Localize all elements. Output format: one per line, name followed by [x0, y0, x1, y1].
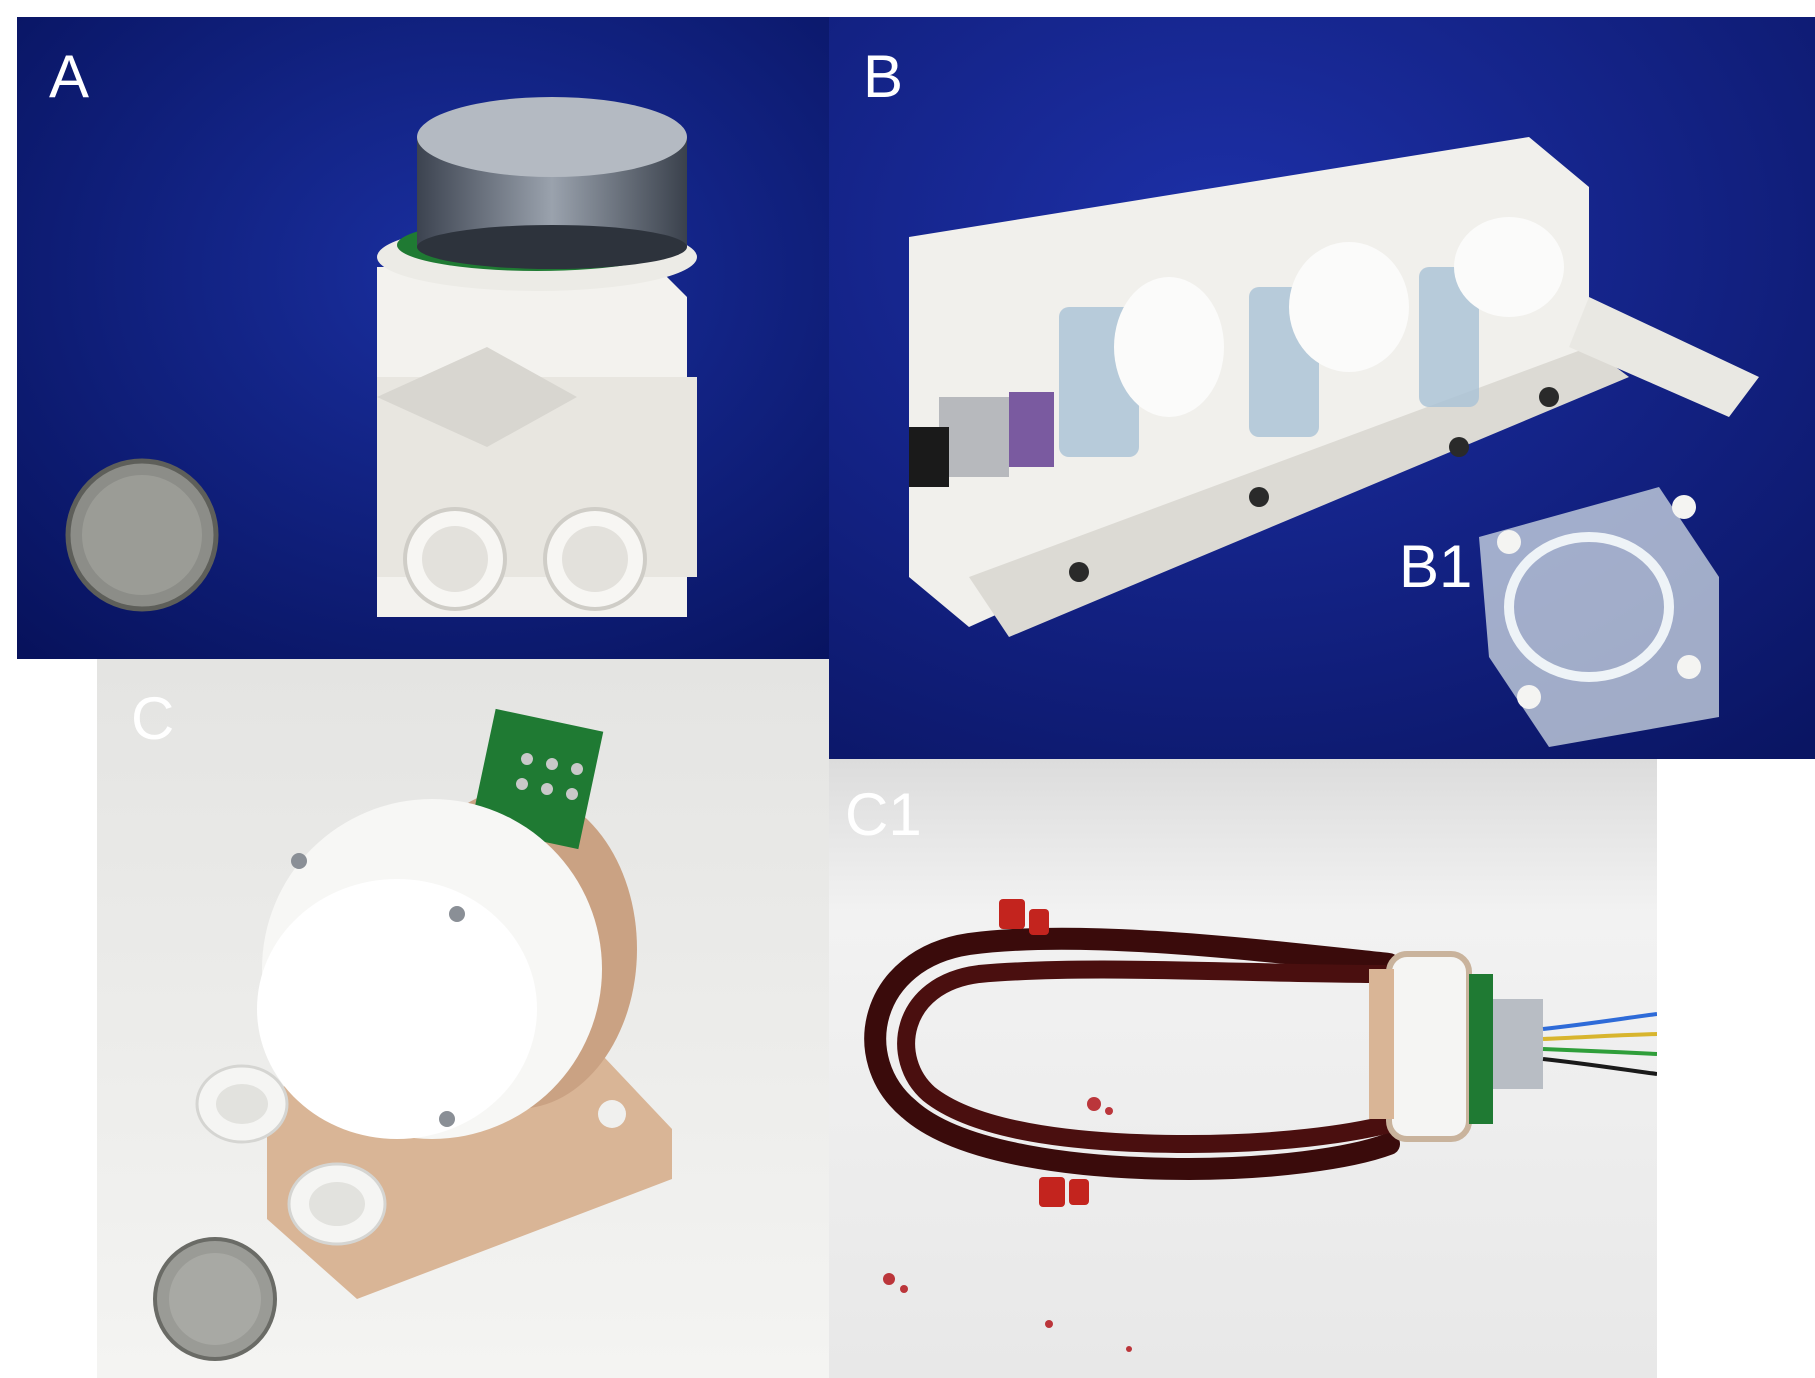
assembly-photo-b — [829, 17, 1815, 759]
clamp-bottom — [1039, 1177, 1089, 1207]
metal-cap — [417, 97, 687, 177]
acrylic-stator-b1 — [1479, 487, 1719, 747]
panel-label-c1: C1 — [845, 781, 922, 848]
rail — [1569, 297, 1759, 417]
photo-panel-c1: C1 — [829, 759, 1657, 1378]
panel-label-b: B — [863, 43, 904, 110]
pump-photo-a — [17, 17, 829, 659]
pcb — [470, 708, 604, 850]
blood-loop-photo-c1 — [829, 759, 1657, 1378]
photo-panel-c: C — [97, 659, 829, 1378]
pump-body — [1386, 951, 1472, 1142]
photo-panel-a: A — [17, 17, 829, 659]
photo-panel-b: B B1 — [829, 17, 1815, 759]
clamp-top — [999, 899, 1049, 935]
tubing-upper — [864, 927, 1400, 1181]
panel-label-a: A — [49, 43, 90, 110]
panel-label-b1: B1 — [1399, 533, 1473, 600]
pump-photo-c — [97, 659, 829, 1378]
panel-label-c: C — [131, 685, 175, 752]
